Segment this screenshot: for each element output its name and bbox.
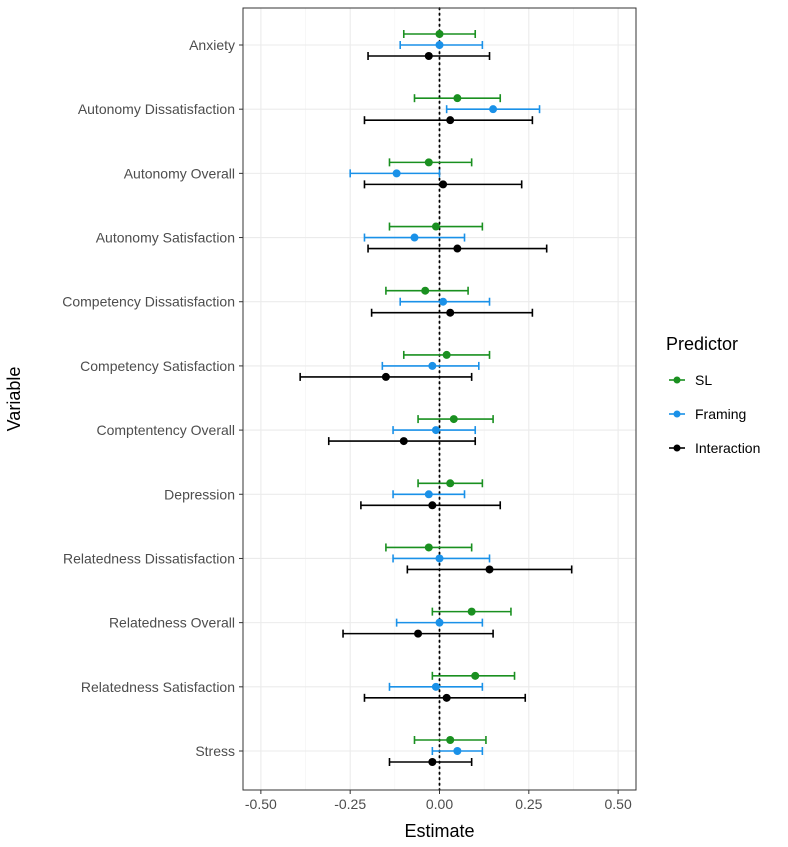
y-tick-label: Comptentency Overall [96,422,235,438]
x-axis-title: Estimate [404,821,474,841]
estimate-point [439,297,448,306]
series-sl [385,30,516,744]
estimate-point [431,682,440,691]
y-tick-label: Depression [164,486,235,502]
legend-key-point [673,376,681,384]
estimate-point [431,222,440,231]
legend-label: SL [695,372,712,388]
estimate-point [435,30,444,38]
estimate-point [489,105,498,114]
estimate-point [428,758,437,766]
legend-label: Interaction [695,440,760,456]
estimate-point [431,426,440,435]
y-tick-label: Competency Satisfaction [80,358,235,374]
estimate-point [424,543,433,552]
x-tick-label: 0.50 [605,796,632,812]
estimate-point [428,361,437,370]
y-tick-label: Competency Dissatisfaction [62,294,235,310]
y-tick-label: Autonomy Dissatisfaction [78,101,235,117]
estimate-point [439,180,448,189]
y-tick-label: Relatedness Dissatisfaction [63,550,235,566]
estimate-point [421,286,430,295]
y-tick-label: Anxiety [189,37,235,53]
estimate-point [392,169,401,178]
y-tick-label: Autonomy Satisfaction [96,230,235,246]
legend: Predictor SL Framing Interaction [666,334,760,456]
estimate-point [442,350,451,359]
y-tick-label: Relatedness Overall [109,615,235,631]
x-tick-label: -0.50 [245,796,277,812]
legend-item-framing: Framing [669,406,746,422]
legend-item-sl: SL [669,372,712,388]
legend-label: Framing [695,406,746,422]
y-tick-label: Relatedness Satisfaction [81,679,235,695]
x-tick-label: 0.25 [515,796,542,812]
estimate-point [424,490,433,499]
estimate-point [424,158,433,167]
estimate-point [381,372,390,381]
estimate-point [410,233,419,242]
y-tick-label: Stress [195,743,235,759]
legend-key-point [673,444,681,452]
estimate-point [435,41,444,49]
estimate-point [467,607,476,616]
estimate-point [414,629,423,638]
y-axis-title: Variable [4,367,24,432]
estimate-point [446,479,455,488]
estimate-point [399,437,408,446]
y-axis: Anxiety Autonomy Dissatisfaction Autonomy … [62,37,243,759]
estimate-point [449,415,458,424]
plot-panel [242,7,637,791]
estimate-point [446,308,455,317]
estimate-point [442,693,451,702]
series-interaction [299,52,573,766]
legend-item-interaction: Interaction [669,440,760,456]
estimate-point [485,565,494,574]
estimate-point [453,747,462,755]
estimate-point [435,618,444,627]
x-tick-label: -0.25 [334,796,366,812]
estimate-point [446,116,455,125]
legend-title: Predictor [666,334,738,354]
estimate-point [435,554,444,563]
estimate-point [446,736,455,744]
x-axis: -0.50 -0.25 0.00 0.25 0.50 [245,790,632,812]
estimate-point [424,52,433,60]
series-framing [349,41,541,755]
estimate-point [453,94,462,103]
legend-key-point [673,410,681,418]
estimate-point [428,501,437,510]
estimate-point [471,671,480,680]
estimate-point [453,244,462,253]
y-tick-label: Autonomy Overall [124,165,235,181]
x-tick-label: 0.00 [426,796,453,812]
